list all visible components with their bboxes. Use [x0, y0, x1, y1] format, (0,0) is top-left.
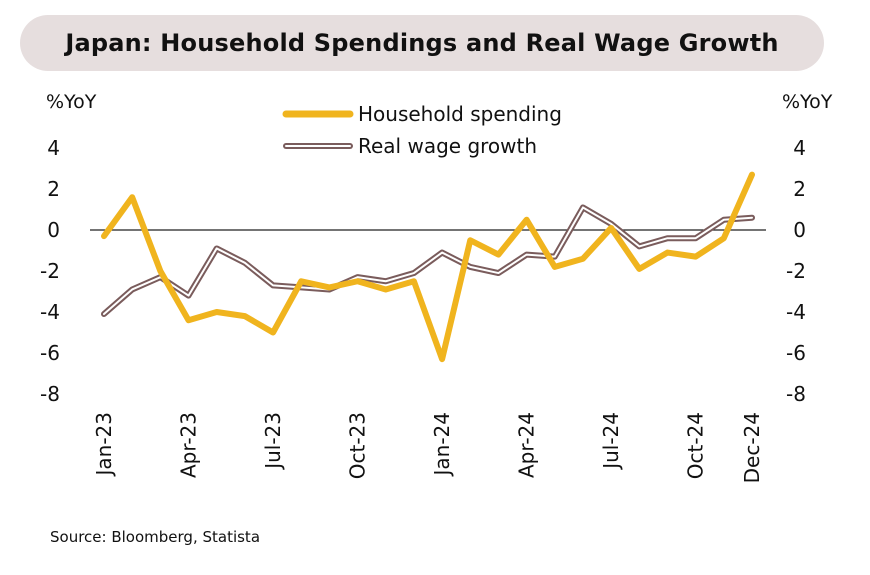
series-line-real-wage-growth-core	[103, 206, 753, 316]
chart-title-banner: Japan: Household Spendings and Real Wage…	[20, 15, 824, 71]
right-y-axis-ticks: 4 2 0 -2 -4 -6 -8	[786, 136, 806, 406]
x-tick-label: Apr-24	[515, 412, 539, 478]
y-tick-label-right: 2	[793, 177, 806, 201]
y-tick-label-left: 0	[47, 218, 60, 242]
y-tick-label-right: -2	[786, 259, 806, 283]
y-tick-label-left: -8	[40, 382, 60, 406]
y-tick-label-left: -6	[40, 341, 60, 365]
y-tick-label-left: 4	[47, 136, 60, 160]
y-tick-label-left: -2	[40, 259, 60, 283]
y-tick-label-right: -4	[786, 300, 806, 324]
left-axis-label: %YoY	[46, 91, 97, 113]
x-axis-tick-labels: Jan-23 Apr-23 Jul-23 Oct-23 Jan-24 Apr-24 Jul-…	[92, 412, 764, 483]
x-tick-label: Apr-23	[177, 412, 201, 478]
y-tick-label-left: 2	[47, 177, 60, 201]
y-tick-label-right: 0	[793, 218, 806, 242]
series-lines	[101, 171, 755, 363]
chart-title: Japan: Household Spendings and Real Wage…	[65, 29, 779, 57]
y-tick-label-right: 4	[793, 136, 806, 160]
right-axis-label: %YoY	[782, 91, 833, 113]
x-tick-label: Dec-24	[740, 412, 764, 483]
y-tick-label-left: -4	[40, 300, 60, 324]
x-tick-label: Jan-24	[430, 412, 454, 478]
source-note: Source: Bloomberg, Statista	[50, 528, 261, 546]
x-tick-label: Jul-23	[261, 412, 285, 471]
legend-label-real-wage-growth: Real wage growth	[358, 134, 537, 158]
y-tick-label-right: -6	[786, 341, 806, 365]
x-tick-label: Jul-24	[599, 412, 623, 471]
x-tick-label: Oct-24	[684, 412, 708, 479]
legend-label-household-spending: Household spending	[358, 102, 562, 126]
series-line-household-spending	[101, 171, 755, 363]
left-y-axis-ticks: 4 2 0 -2 -4 -6 -8	[40, 136, 60, 406]
x-tick-label: Oct-23	[346, 412, 370, 479]
y-tick-label-right: -8	[786, 382, 806, 406]
x-tick-label: Jan-23	[92, 412, 116, 478]
legend: Household spending Real wage growth	[282, 102, 562, 158]
